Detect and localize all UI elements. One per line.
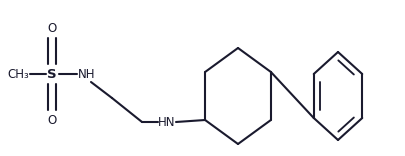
Text: NH: NH: [78, 68, 96, 80]
Text: CH₃: CH₃: [7, 68, 29, 80]
Text: O: O: [47, 114, 57, 127]
Text: O: O: [47, 22, 57, 34]
Text: HN: HN: [158, 115, 176, 129]
Text: S: S: [47, 68, 57, 80]
